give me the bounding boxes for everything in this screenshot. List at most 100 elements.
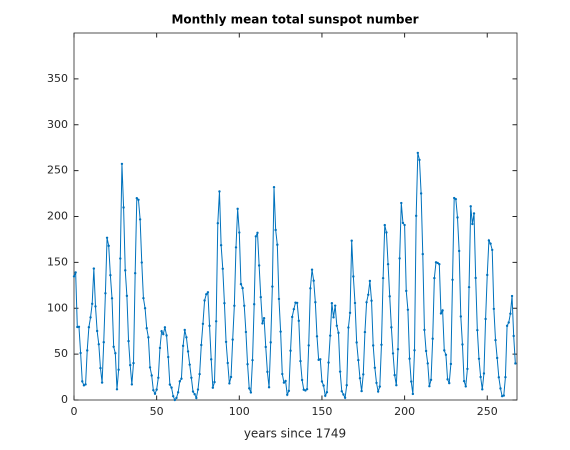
data-point [467, 285, 471, 289]
data-point [209, 358, 213, 361]
data-point [327, 361, 330, 364]
data-point [193, 393, 196, 396]
data-point [319, 358, 322, 361]
data-point [320, 380, 324, 383]
data-point [89, 316, 92, 319]
data-point [476, 328, 479, 332]
data-point [104, 292, 107, 295]
data-point [333, 304, 337, 307]
data-point [77, 325, 81, 329]
data-point [279, 330, 282, 333]
data-point [373, 366, 377, 369]
data-point [130, 383, 134, 386]
data-point [395, 384, 398, 387]
data-point [252, 303, 256, 306]
data-point [191, 390, 195, 393]
data-point [378, 385, 382, 388]
data-point [158, 346, 162, 350]
data-point [110, 297, 114, 300]
data-point [423, 328, 426, 332]
data-point [234, 246, 238, 249]
data-point [251, 358, 254, 362]
data-point [505, 324, 509, 328]
x-tick-label: 100 [229, 405, 250, 418]
data-point [466, 367, 469, 371]
data-point [504, 375, 507, 379]
data-point [380, 343, 383, 346]
data-point [312, 279, 315, 282]
data-point [269, 341, 272, 344]
data-point [137, 198, 140, 202]
data-point [261, 322, 264, 325]
data-point [421, 252, 424, 256]
data-point [129, 363, 132, 367]
data-point [315, 335, 319, 338]
data-point [178, 380, 181, 383]
data-point [487, 239, 491, 242]
data-point [292, 307, 296, 311]
data-point [481, 388, 484, 391]
data-point [368, 279, 372, 283]
data-point [133, 272, 137, 275]
data-point [300, 378, 304, 382]
data-point [185, 336, 188, 339]
data-point [181, 344, 185, 348]
data-point [219, 244, 223, 247]
data-point [342, 393, 345, 396]
data-point [367, 293, 370, 296]
data-point [393, 373, 396, 377]
data-point [241, 286, 244, 290]
data-point [87, 326, 91, 329]
data-point [494, 338, 497, 342]
data-point [486, 273, 489, 277]
data-point [223, 302, 226, 305]
data-point [375, 381, 378, 385]
data-point [492, 307, 496, 311]
data-point [405, 289, 408, 293]
data-point [94, 305, 97, 308]
data-point [309, 287, 312, 290]
data-point [396, 348, 400, 351]
data-point [196, 388, 200, 391]
data-point [348, 311, 352, 315]
data-point [115, 388, 119, 391]
data-point [86, 349, 89, 352]
data-point [183, 328, 186, 332]
data-point [413, 349, 416, 352]
data-point [109, 274, 112, 277]
data-point [381, 276, 385, 280]
data-point [338, 370, 342, 373]
data-point [162, 332, 165, 336]
data-point [186, 350, 190, 353]
data-point [499, 387, 502, 390]
data-point [254, 235, 258, 238]
data-point [190, 376, 193, 379]
data-point [236, 207, 239, 211]
data-point [218, 190, 221, 193]
data-point [419, 192, 423, 195]
data-point [391, 352, 395, 355]
data-point [371, 344, 375, 347]
data-point [386, 263, 390, 266]
data-point [433, 276, 436, 280]
data-point [221, 267, 224, 270]
data-point [324, 394, 327, 397]
data-point [224, 340, 228, 344]
data-point [408, 357, 411, 360]
data-point [282, 381, 286, 384]
data-point [267, 386, 271, 389]
data-point [299, 359, 302, 363]
data-point [410, 380, 413, 383]
data-point [345, 384, 348, 387]
data-point [456, 216, 459, 219]
data-point [262, 316, 266, 320]
data-point [150, 374, 153, 377]
data-point [271, 285, 274, 288]
data-point [239, 282, 243, 286]
data-point [246, 363, 249, 366]
data-point [304, 389, 307, 392]
data-point [165, 334, 168, 337]
data-point [244, 330, 248, 334]
data-point [514, 362, 517, 365]
